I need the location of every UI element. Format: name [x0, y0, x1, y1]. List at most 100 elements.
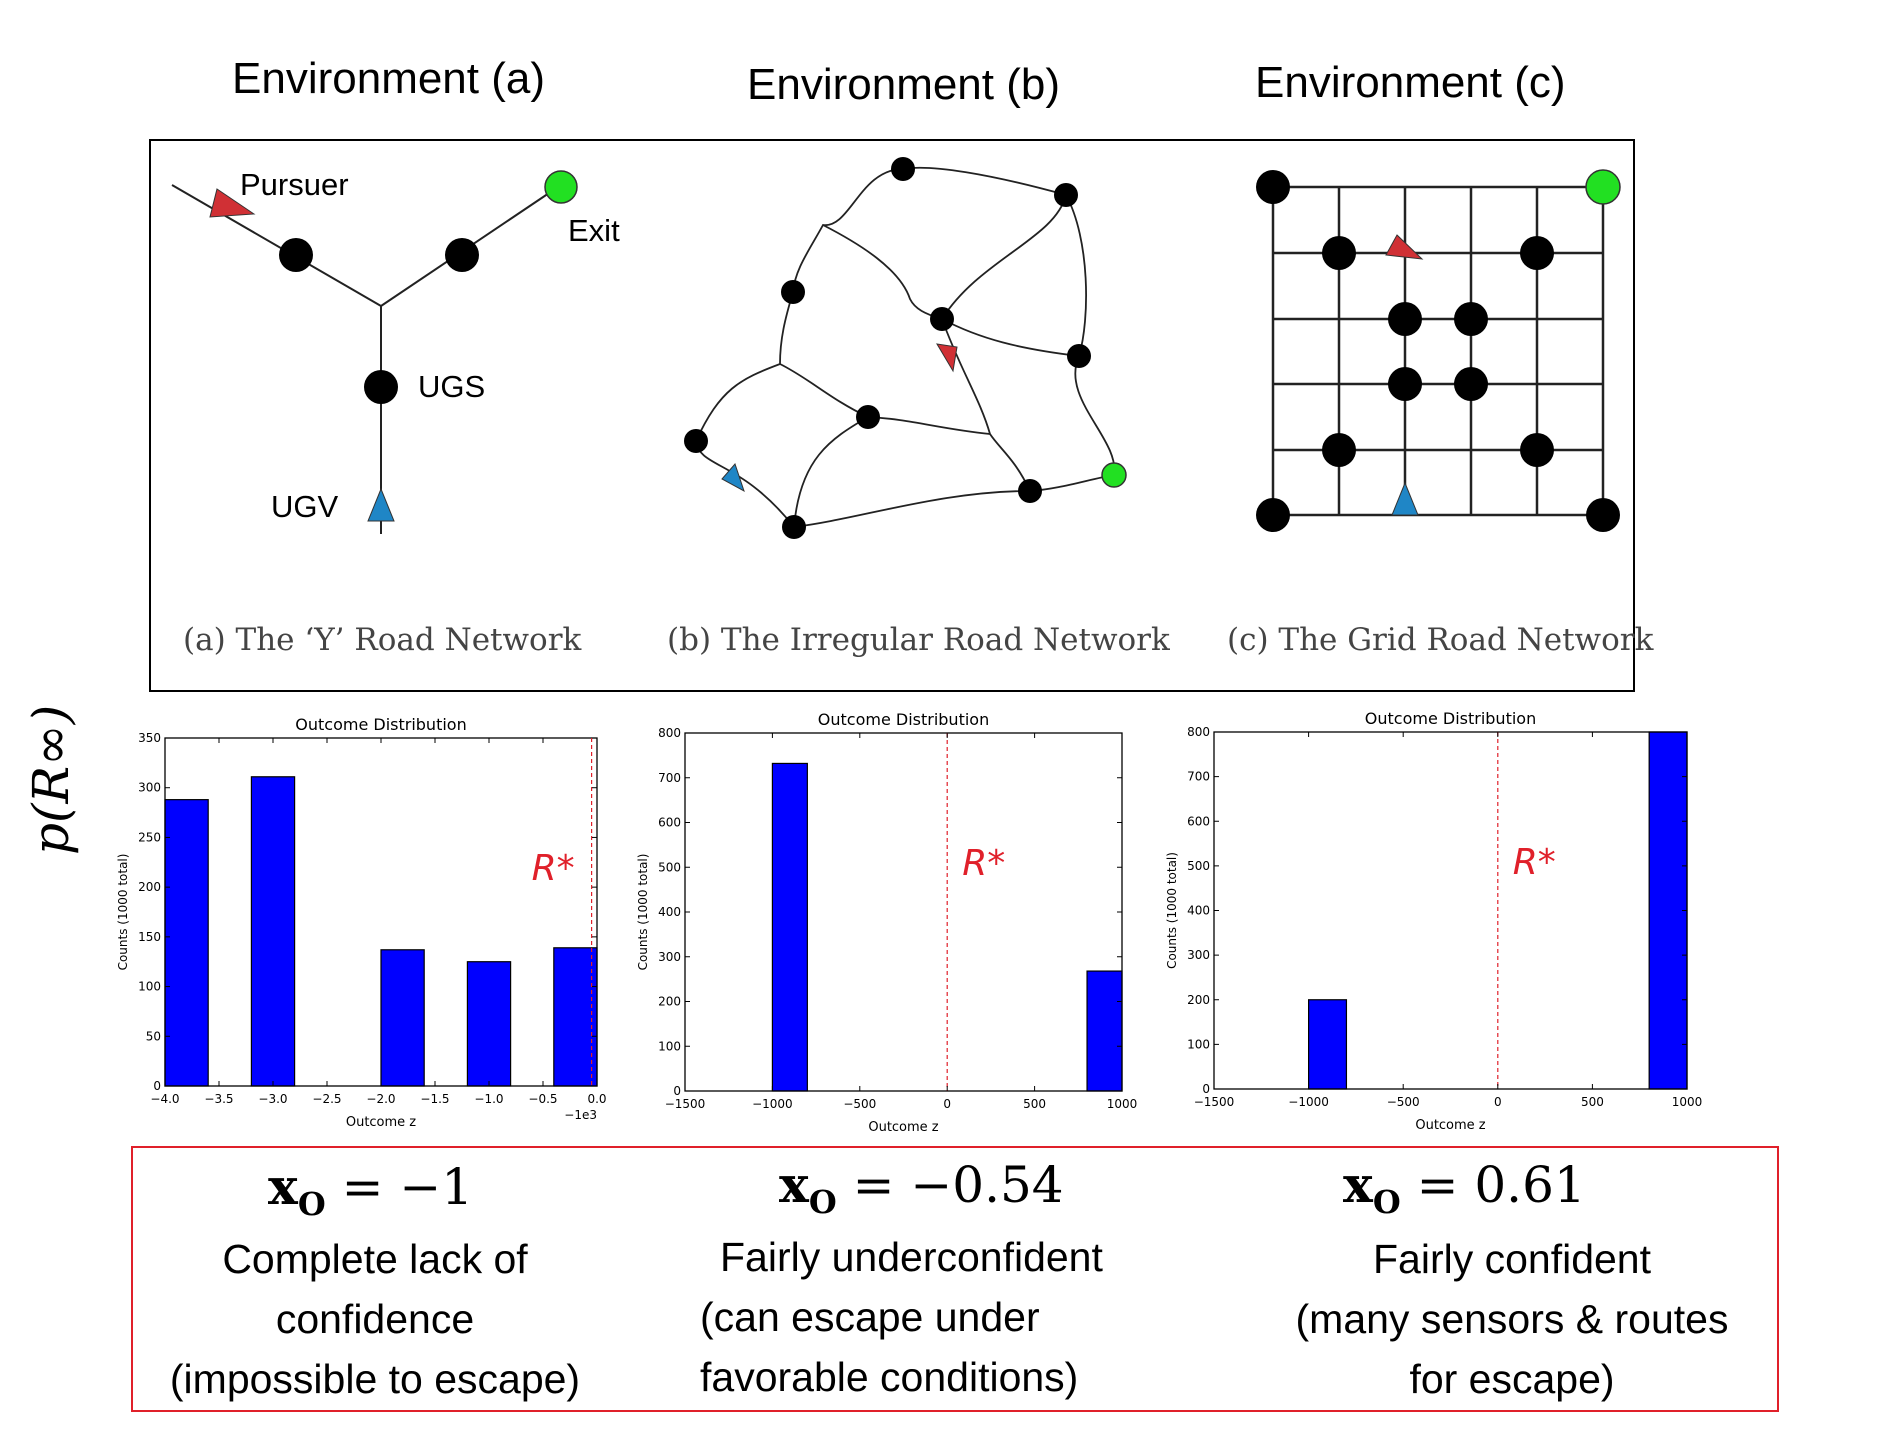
ugs-label: UGS: [418, 369, 486, 404]
x-tick-label: 0.0: [587, 1092, 606, 1106]
x-tick-label: −500: [1387, 1095, 1420, 1109]
ugv-marker: [721, 463, 745, 493]
y-tick-label: 300: [658, 950, 681, 964]
summary-line: (impossible to escape): [169, 1356, 581, 1402]
formula-value: 0.61: [1474, 1156, 1586, 1214]
outcome-chart-a: R* 0 50 100 150 200 250 300 350 −4.0 −3.5 −3.0 −2.5 −…: [116, 715, 607, 1130]
y-tick-label: 150: [138, 930, 161, 944]
chart-title: Outcome Distribution: [818, 710, 989, 729]
y-tick-label: 500: [1187, 859, 1210, 873]
summary-line: Fairly confident: [1372, 1236, 1651, 1282]
y-tick-label: 300: [138, 781, 161, 795]
x-axis-label: Outcome z: [868, 1120, 938, 1132]
bar: [164, 799, 209, 1087]
caption-c: (c) The Grid Road Network: [1227, 622, 1654, 658]
x-tick-label: −3.0: [258, 1092, 287, 1106]
x-tick-label: −500: [843, 1097, 876, 1111]
ugs-node: [279, 238, 313, 272]
x-tick-label: −0.5: [528, 1092, 557, 1106]
x-tick-label: −2.0: [366, 1092, 395, 1106]
y-tick-label: 700: [1187, 770, 1210, 784]
probability-axis-label: p(R∞): [22, 704, 80, 855]
ugs-node: [891, 157, 915, 181]
x-tick-label: −4.0: [150, 1092, 179, 1106]
irregular-road-network: [684, 157, 1127, 539]
ugs-node: [1520, 433, 1554, 467]
pursuer-marker: [936, 343, 958, 373]
formula-value: −1: [399, 1158, 474, 1216]
ugs-node: [856, 405, 880, 429]
formula-a: xO = −1: [268, 1157, 474, 1223]
ugs-node: [782, 515, 806, 539]
x-tick-label: −2.5: [312, 1092, 341, 1106]
x-scale-note: −1e3: [564, 1108, 597, 1122]
y-tick-label: 100: [138, 980, 161, 994]
plot-frame: [1213, 731, 1688, 1090]
y-tick-label: 800: [658, 726, 681, 740]
y-tick-label: 600: [658, 816, 681, 830]
formula-subscript: O: [297, 1185, 326, 1223]
pursuer-marker: [1385, 234, 1424, 260]
ugv-label: UGV: [271, 489, 339, 524]
ugs-node: [1454, 367, 1488, 401]
ugs-node: [1388, 302, 1422, 336]
x-axis-label: Outcome z: [1415, 1118, 1485, 1132]
y-tick-label: 0: [153, 1079, 161, 1093]
plot-frame: [684, 732, 1123, 1092]
x-tick-label: 0: [943, 1097, 951, 1111]
pursuer-label: Pursuer: [240, 167, 349, 202]
x-tick-label: 500: [1581, 1095, 1604, 1109]
y-tick-label: 700: [658, 771, 681, 785]
y-tick-label: 200: [658, 995, 681, 1009]
exit-label: Exit: [568, 213, 620, 248]
formula-symbol: x: [268, 1157, 298, 1216]
ugs-node: [445, 238, 479, 272]
x-tick-label: 1000: [1672, 1095, 1703, 1109]
y-axis-label: Counts (1000 total): [1165, 852, 1179, 969]
y-tick-label: 100: [658, 1039, 681, 1053]
caption-a: (a) The ‘Y’ Road Network: [183, 622, 582, 658]
environment-title-b: Environment (b): [747, 60, 1061, 109]
y-tick-label: 400: [1187, 904, 1210, 918]
bar: [1308, 999, 1348, 1090]
environment-panel: [149, 139, 1635, 692]
ugs-node: [781, 280, 805, 304]
outcome-chart-c: R* 0 100 200 300 400 500 600 700 800 −1500 −1000 −50…: [1165, 709, 1703, 1132]
formula-value: −0.54: [910, 1156, 1064, 1214]
summary-line: (can escape under: [700, 1294, 1040, 1340]
y-tick-label: 600: [1187, 814, 1210, 828]
ugs-node: [1067, 344, 1091, 368]
summary-line: favorable conditions): [700, 1354, 1079, 1400]
formula-c: xO = 0.61: [1343, 1155, 1586, 1221]
threshold-label: R*: [532, 848, 575, 889]
summary-line: Complete lack of: [222, 1236, 528, 1282]
bar: [1086, 970, 1123, 1092]
exit-node: [1101, 462, 1127, 488]
bar: [553, 947, 598, 1087]
ugv-marker: [1391, 481, 1419, 516]
x-tick-label: −1500: [665, 1097, 706, 1111]
ugs-node: [930, 307, 954, 331]
ugs-node: [1322, 433, 1356, 467]
ugs-node: [364, 370, 398, 404]
x-tick-label: −1000: [1288, 1095, 1329, 1109]
caption-b: (b) The Irregular Road Network: [667, 622, 1170, 658]
y-road-network: [171, 170, 578, 534]
bar: [771, 762, 808, 1092]
y-tick-label: 50: [146, 1029, 161, 1043]
summary-description-c: Fairly confident (many sensors & routes …: [1262, 1229, 1762, 1409]
y-tick-label: 800: [1187, 725, 1210, 739]
environment-title-c: Environment (c): [1255, 58, 1566, 107]
x-tick-label: −1500: [1194, 1095, 1235, 1109]
y-tick-label: 400: [658, 905, 681, 919]
grid-lines: [1271, 185, 1605, 517]
x-tick-label: 0: [1494, 1095, 1502, 1109]
summary-description-a: Complete lack of confidence (impossible …: [140, 1229, 610, 1409]
x-axis-label: Outcome z: [346, 1115, 416, 1130]
y-axis-label: Counts (1000 total): [636, 854, 650, 971]
ugs-node: [1018, 479, 1042, 503]
formula-b: xO = −0.54: [779, 1155, 1064, 1221]
ugs-node: [1256, 498, 1290, 532]
y-tick-label: 500: [658, 860, 681, 874]
bar: [466, 961, 512, 1087]
